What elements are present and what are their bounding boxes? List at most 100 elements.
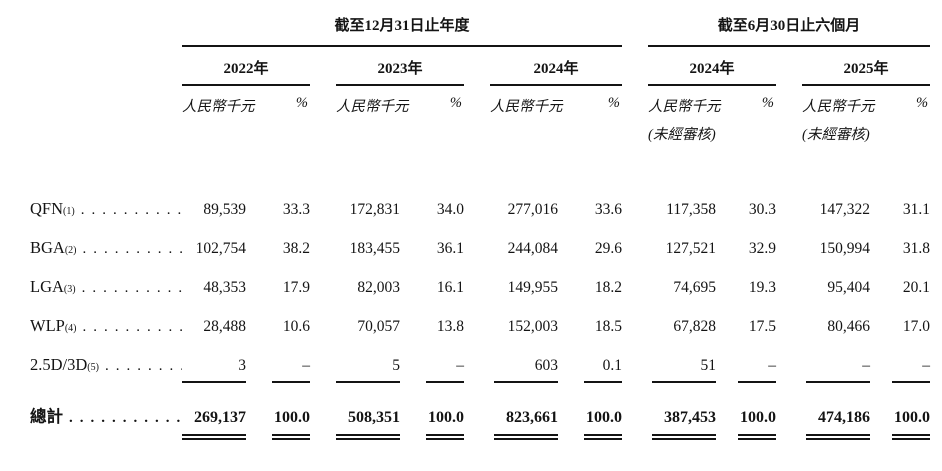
value-cell: 31.8 <box>902 240 931 257</box>
total-cell: 387,453 <box>648 393 717 440</box>
percent-header: % <box>295 95 308 111</box>
value-cell: 13.8 <box>436 318 464 335</box>
row-label: QFN(1).................... <box>30 199 182 218</box>
row-label: LGA(3).................... <box>30 277 182 296</box>
column-gap <box>622 14 648 46</box>
value-cell: 147,322 <box>819 201 871 218</box>
year-header-2025-interim: 2025年 <box>802 46 931 86</box>
value-cell: 33.3 <box>282 201 310 218</box>
value-cell: 149,955 <box>507 279 558 296</box>
value-cell: 89,539 <box>203 201 246 218</box>
period-header-row: 截至12月31日止年度 截至6月30日止六個月 <box>30 14 931 47</box>
value-cell: 183,455 <box>349 240 400 257</box>
year-header-2022: 2022年 <box>182 46 310 86</box>
value-cell: 3 <box>182 346 246 393</box>
value-cell: 70,057 <box>357 318 400 335</box>
column-gap <box>776 46 802 85</box>
row-label: 2.5D/3D(5).................... <box>30 355 182 374</box>
label-column-head <box>30 14 182 46</box>
value-cell: 95,404 <box>827 279 871 296</box>
total-cell: 508,351 <box>336 393 400 440</box>
value-cell: 244,084 <box>507 240 558 257</box>
total-cell: 100.0 <box>716 393 777 440</box>
value-cell: – <box>870 346 931 393</box>
value-cell: 32.9 <box>748 240 777 257</box>
value-cell: 67,828 <box>673 318 717 335</box>
rmb-unit-header: 人民幣千元 <box>490 99 563 115</box>
total-cell: 100.0 <box>870 393 931 440</box>
value-cell: 127,521 <box>665 240 717 257</box>
column-gap <box>622 46 648 85</box>
period-interim-header: 截至6月30日止六個月 <box>648 14 931 47</box>
value-cell: 172,831 <box>349 201 400 218</box>
leader-dots: .................... <box>82 319 182 335</box>
value-cell: 10.6 <box>282 318 310 335</box>
value-cell: 51 <box>648 346 717 393</box>
total-cell: 100.0 <box>400 393 464 440</box>
table-row-total: 總計.................... 269,137 100.0 508… <box>30 393 931 440</box>
value-cell: 152,003 <box>507 318 558 335</box>
leader-dots: .................... <box>82 241 182 257</box>
leader-dots: .................... <box>80 202 182 218</box>
table-row-qfn: QFN(1).................... 89,539 33.3 1… <box>30 190 930 229</box>
value-cell: 19.3 <box>748 279 777 296</box>
total-label: 總計.................... <box>30 403 182 427</box>
rmb-unit-header: 人民幣千元 <box>182 99 255 115</box>
value-cell: 29.6 <box>594 240 623 257</box>
year-header-row: 2022年 2023年 2024年 2024年 2025年 <box>30 46 931 86</box>
table-row-lga: LGA(3).................... 48,353 17.9 8… <box>30 268 930 307</box>
value-cell: 603 <box>490 346 558 393</box>
table-row-25d3d: 2.5D/3D(5).................... 3 – 5 – 6… <box>30 346 931 393</box>
value-cell: 74,695 <box>673 279 717 296</box>
total-cell: 100.0 <box>558 393 623 440</box>
value-cell: 36.1 <box>436 240 464 257</box>
value-cell: 0.1 <box>558 346 623 393</box>
column-gap <box>464 46 490 85</box>
row-label: BGA(2).................... <box>30 238 182 257</box>
total-cell: 474,186 <box>802 393 871 440</box>
column-gap <box>310 46 336 85</box>
year-header-2024: 2024年 <box>490 46 623 86</box>
table-row-wlp: WLP(4).................... 28,488 10.6 7… <box>30 307 930 346</box>
spacer-row <box>30 144 930 190</box>
leader-dots: .................... <box>69 410 182 426</box>
value-cell: 16.1 <box>436 279 464 296</box>
value-cell: 102,754 <box>195 240 246 257</box>
percent-header: % <box>449 95 462 111</box>
percent-header: % <box>607 95 621 111</box>
total-cell: 269,137 <box>182 393 246 440</box>
value-cell: 18.2 <box>594 279 623 296</box>
row-label: WLP(4).................... <box>30 316 182 335</box>
value-cell: 17.0 <box>902 318 931 335</box>
percent-header: % <box>915 95 929 111</box>
unaudited-note: (未經審核) <box>648 127 716 143</box>
period-annual-header: 截至12月31日止年度 <box>182 14 623 47</box>
value-cell: 17.9 <box>282 279 310 296</box>
percent-header: % <box>761 95 775 111</box>
value-cell: – <box>802 346 871 393</box>
value-cell: 30.3 <box>748 201 777 218</box>
value-cell: 31.1 <box>902 201 931 218</box>
revenue-breakdown-table: 截至12月31日止年度 截至6月30日止六個月 2022年 2023年 2024… <box>30 14 931 440</box>
rmb-unit-header: 人民幣千元 (未經審核) <box>802 99 875 143</box>
total-cell: 100.0 <box>246 393 310 440</box>
value-cell: 17.5 <box>748 318 777 335</box>
unit-header-row: 人民幣千元 % 人民幣千元 % 人民幣千元 % 人民幣千元 (未經審核) % 人… <box>30 85 930 144</box>
value-cell: 38.2 <box>282 240 310 257</box>
value-cell: 33.6 <box>594 201 623 218</box>
table-row-bga: BGA(2).................... 102,754 38.2 … <box>30 229 930 268</box>
value-cell: 48,353 <box>203 279 246 296</box>
value-cell: – <box>716 346 777 393</box>
value-cell: – <box>400 346 464 393</box>
value-cell: – <box>246 346 310 393</box>
year-header-2023: 2023年 <box>336 46 464 86</box>
value-cell: 277,016 <box>507 201 558 218</box>
rmb-unit-header: 人民幣千元 (未經審核) <box>648 99 721 143</box>
value-cell: 5 <box>336 346 400 393</box>
value-cell: 80,466 <box>827 318 871 335</box>
value-cell: 82,003 <box>357 279 400 296</box>
leader-dots: .................... <box>104 358 182 374</box>
leader-dots: .................... <box>81 280 182 296</box>
year-header-2024-interim: 2024年 <box>648 46 777 86</box>
value-cell: 150,994 <box>819 240 871 257</box>
